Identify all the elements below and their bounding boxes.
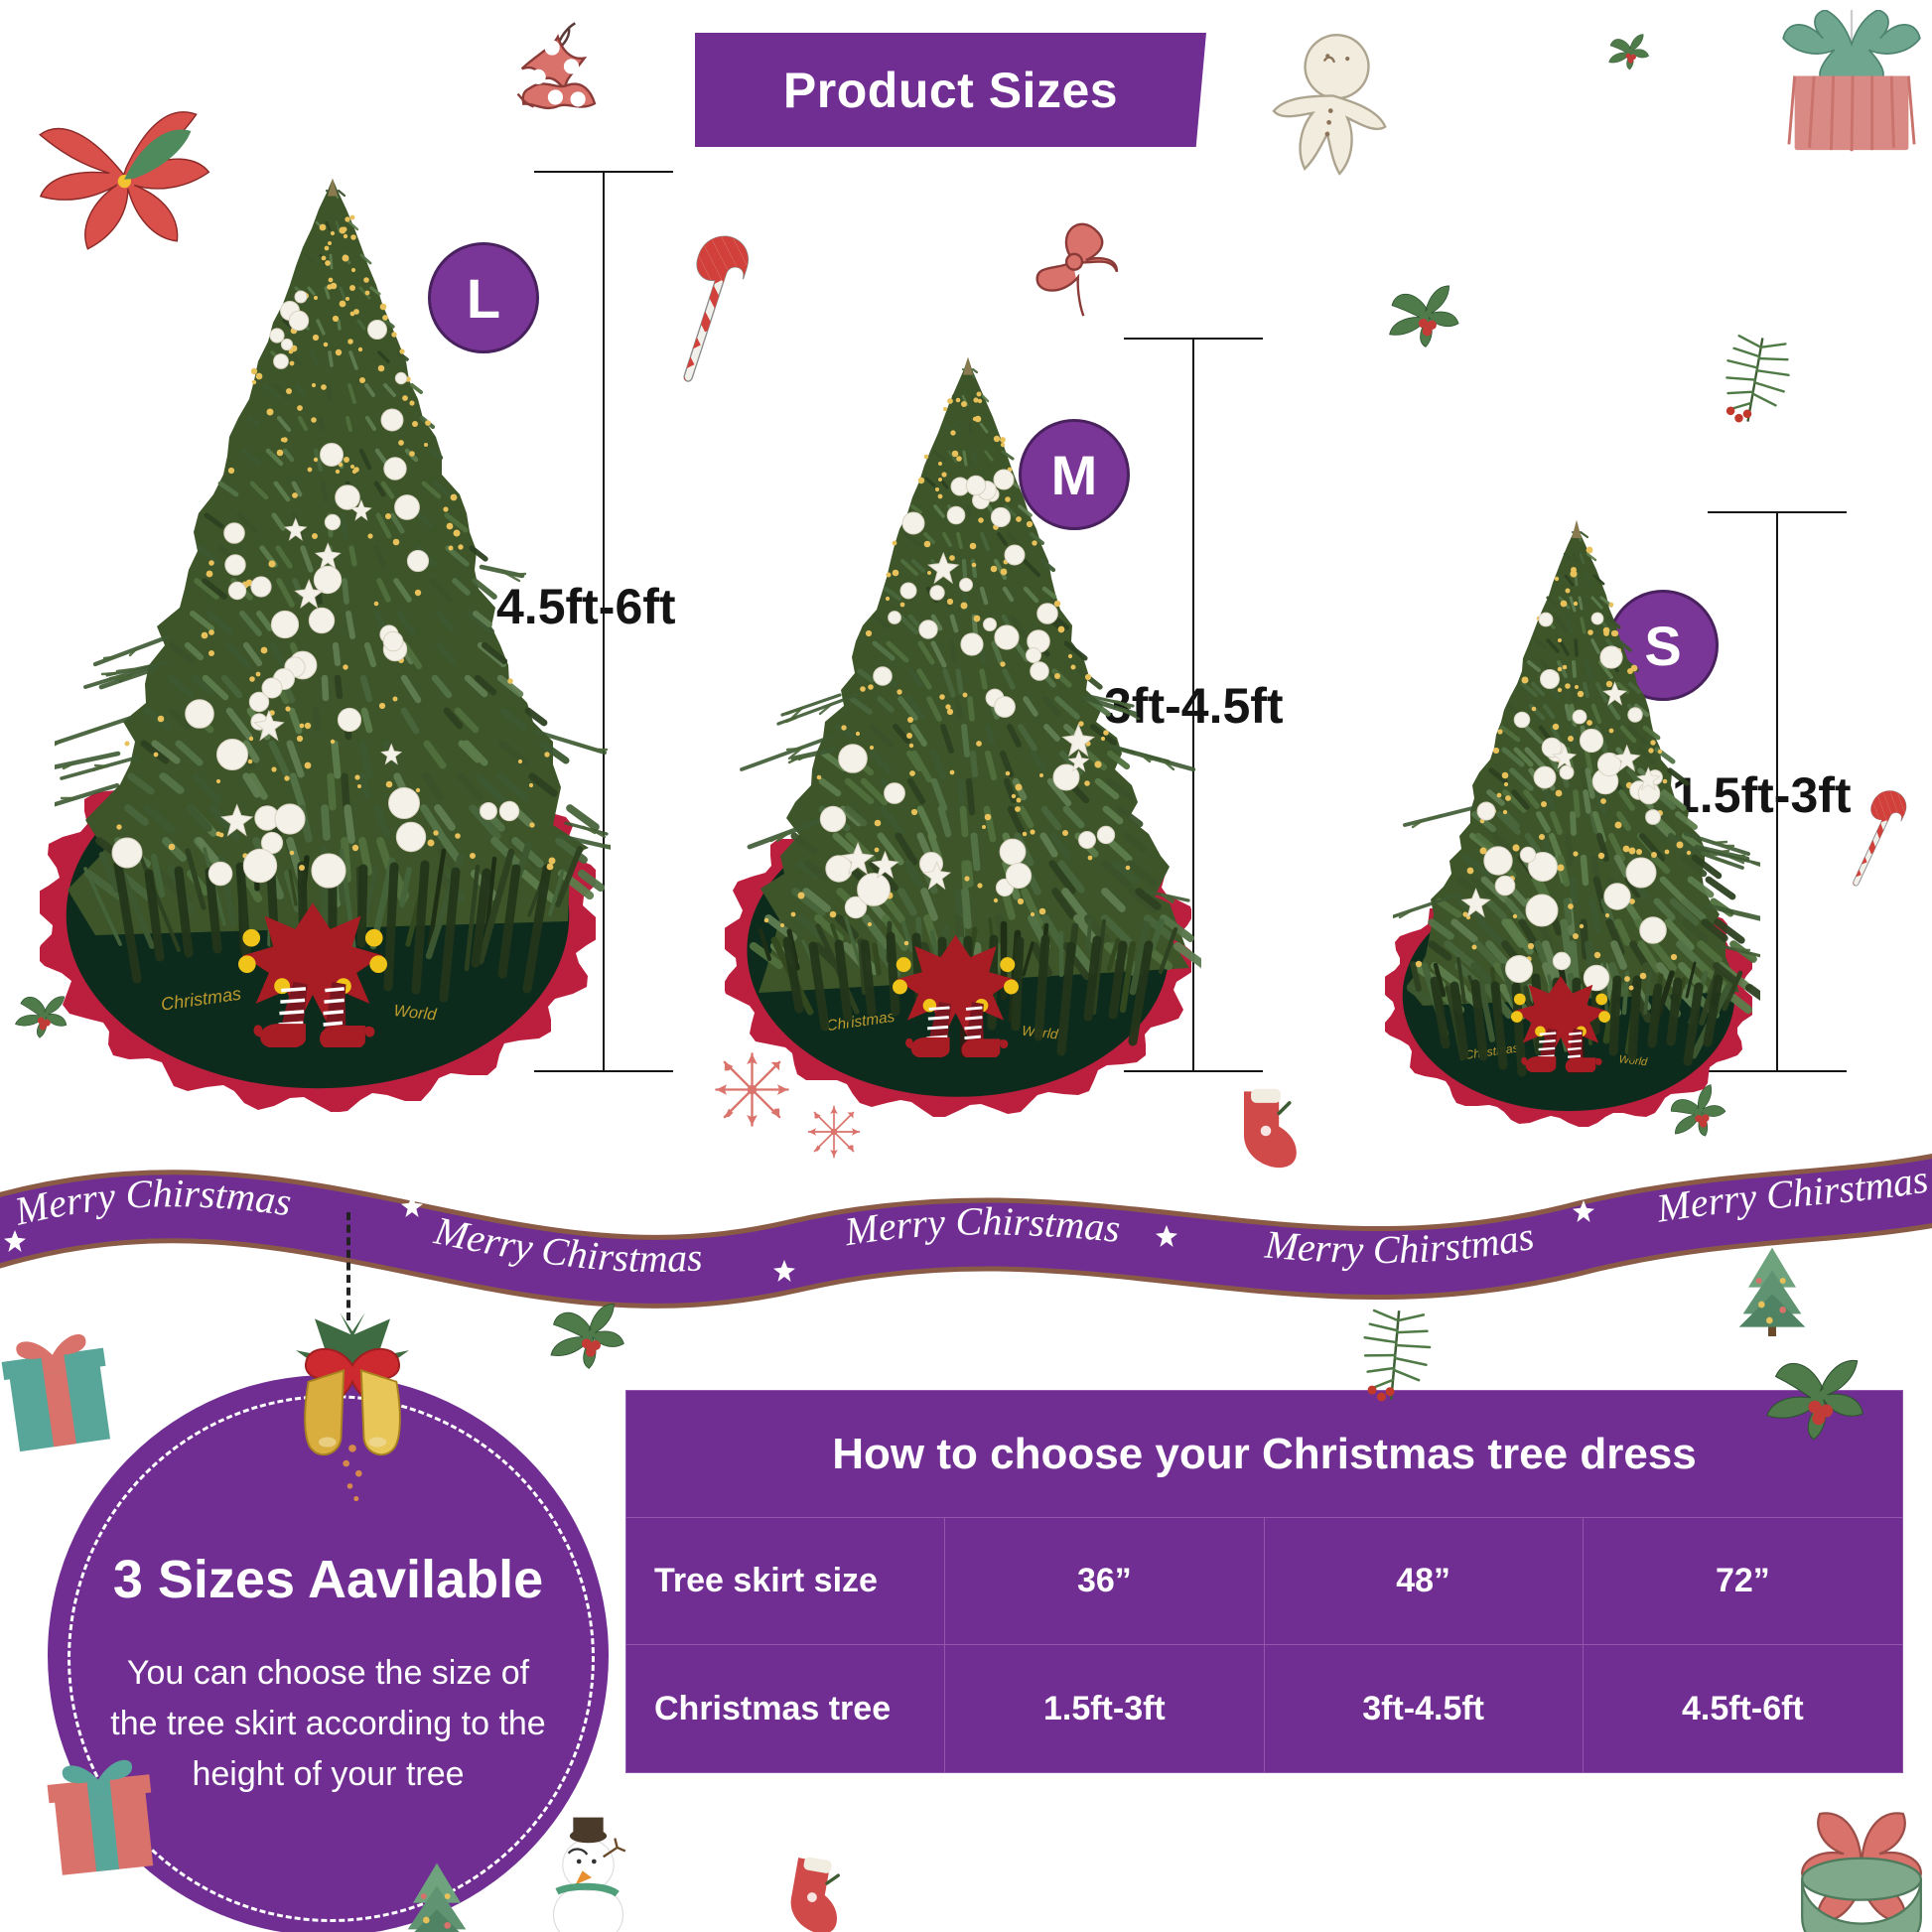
- svg-text:Merry Chirstmas: Merry Chirstmas: [1263, 1213, 1538, 1272]
